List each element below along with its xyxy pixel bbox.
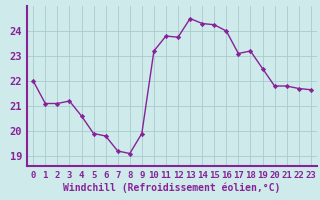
X-axis label: Windchill (Refroidissement éolien,°C): Windchill (Refroidissement éolien,°C) [63,183,281,193]
